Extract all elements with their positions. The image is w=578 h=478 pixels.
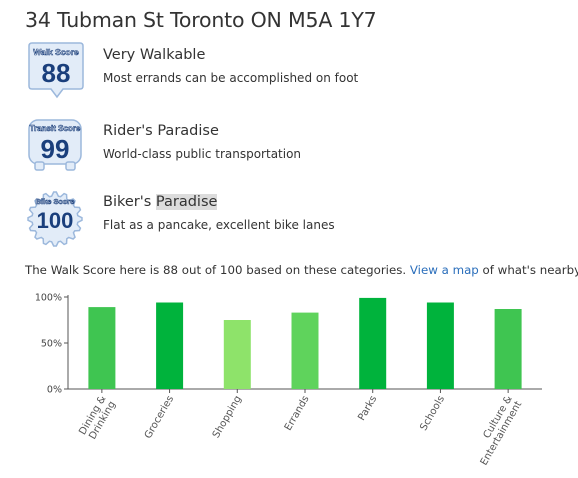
walk-score-description: Most errands can be accomplished on foot — [103, 71, 359, 85]
y-tick-label: 100% — [35, 293, 62, 304]
x-tick-label: Groceries — [143, 394, 176, 441]
bar-schools — [426, 302, 454, 389]
x-tick-label: Parks — [356, 394, 379, 423]
bar-errands — [291, 312, 319, 389]
badge-shape — [28, 119, 82, 165]
bike-badge-label: Bike Score — [36, 197, 75, 206]
category-bar-chart: 0% 50% 100% Dining &Drinking Groceries Shoppi… — [35, 293, 542, 468]
badge-shape — [28, 42, 84, 99]
badge-shape — [27, 191, 83, 247]
bar-dining-drinking — [88, 307, 116, 389]
x-tick-label: Shopping — [211, 394, 244, 440]
x-tick-label: Errands — [283, 394, 312, 433]
bar-shopping — [223, 320, 251, 389]
bar-culture-entertainment — [494, 309, 522, 389]
bus-wheel-right — [65, 161, 76, 171]
bar-groceries — [156, 302, 184, 389]
y-tick-label: 0% — [47, 385, 62, 396]
transit-score-title: Rider's Paradise — [103, 123, 219, 139]
bike-score-number: 100 — [37, 208, 74, 233]
walk-score-row: Walk Score 88 Very Walkable Most errands… — [25, 42, 545, 104]
transit-score-description: World-class public transportation — [103, 147, 302, 161]
speech-bubble-badge-icon[interactable]: Walk Score 88 — [25, 42, 89, 104]
walk-score-title: Very Walkable — [103, 47, 206, 63]
bike-score-description: Flat as a pancake, excellent bike lanes — [103, 218, 335, 232]
address-title: 34 Tubman St Toronto ON M5A 1Y7 — [25, 8, 377, 32]
transit-score-row: Transit Score 99 Rider's Paradise World-… — [25, 118, 545, 180]
bus-badge-icon[interactable]: Transit Score 99 — [25, 118, 89, 180]
bike-score-row: Bike Score 100 Biker's Paradise Flat as … — [25, 189, 545, 251]
bike-score-title: Biker's Paradise — [103, 194, 218, 210]
transit-badge-label: Transit Score — [30, 124, 81, 133]
x-tick-label: Culture &Entertainment — [469, 394, 524, 468]
summary-prefix: The Walk Score here is 88 out of 100 bas… — [25, 263, 410, 277]
x-tick-label: Schools — [418, 394, 447, 433]
walk-score-number: 88 — [42, 58, 71, 88]
transit-score-number: 99 — [41, 134, 70, 164]
y-tick-label: 50% — [41, 339, 62, 350]
bike-title-highlight: Paradise — [155, 194, 218, 210]
walk-score-summary: The Walk Score here is 88 out of 100 bas… — [25, 263, 578, 277]
view-map-link[interactable]: View a map — [409, 263, 479, 277]
x-tick-label: Dining &Drinking — [77, 394, 118, 443]
bus-wheel-left — [34, 161, 45, 171]
bar-parks — [359, 297, 387, 389]
walk-badge-label: Walk Score — [33, 47, 79, 57]
gear-badge-icon[interactable]: Bike Score 100 — [25, 189, 89, 251]
summary-suffix: of what's nearby. — [478, 263, 578, 277]
bike-title-part1: Biker's — [103, 194, 156, 210]
